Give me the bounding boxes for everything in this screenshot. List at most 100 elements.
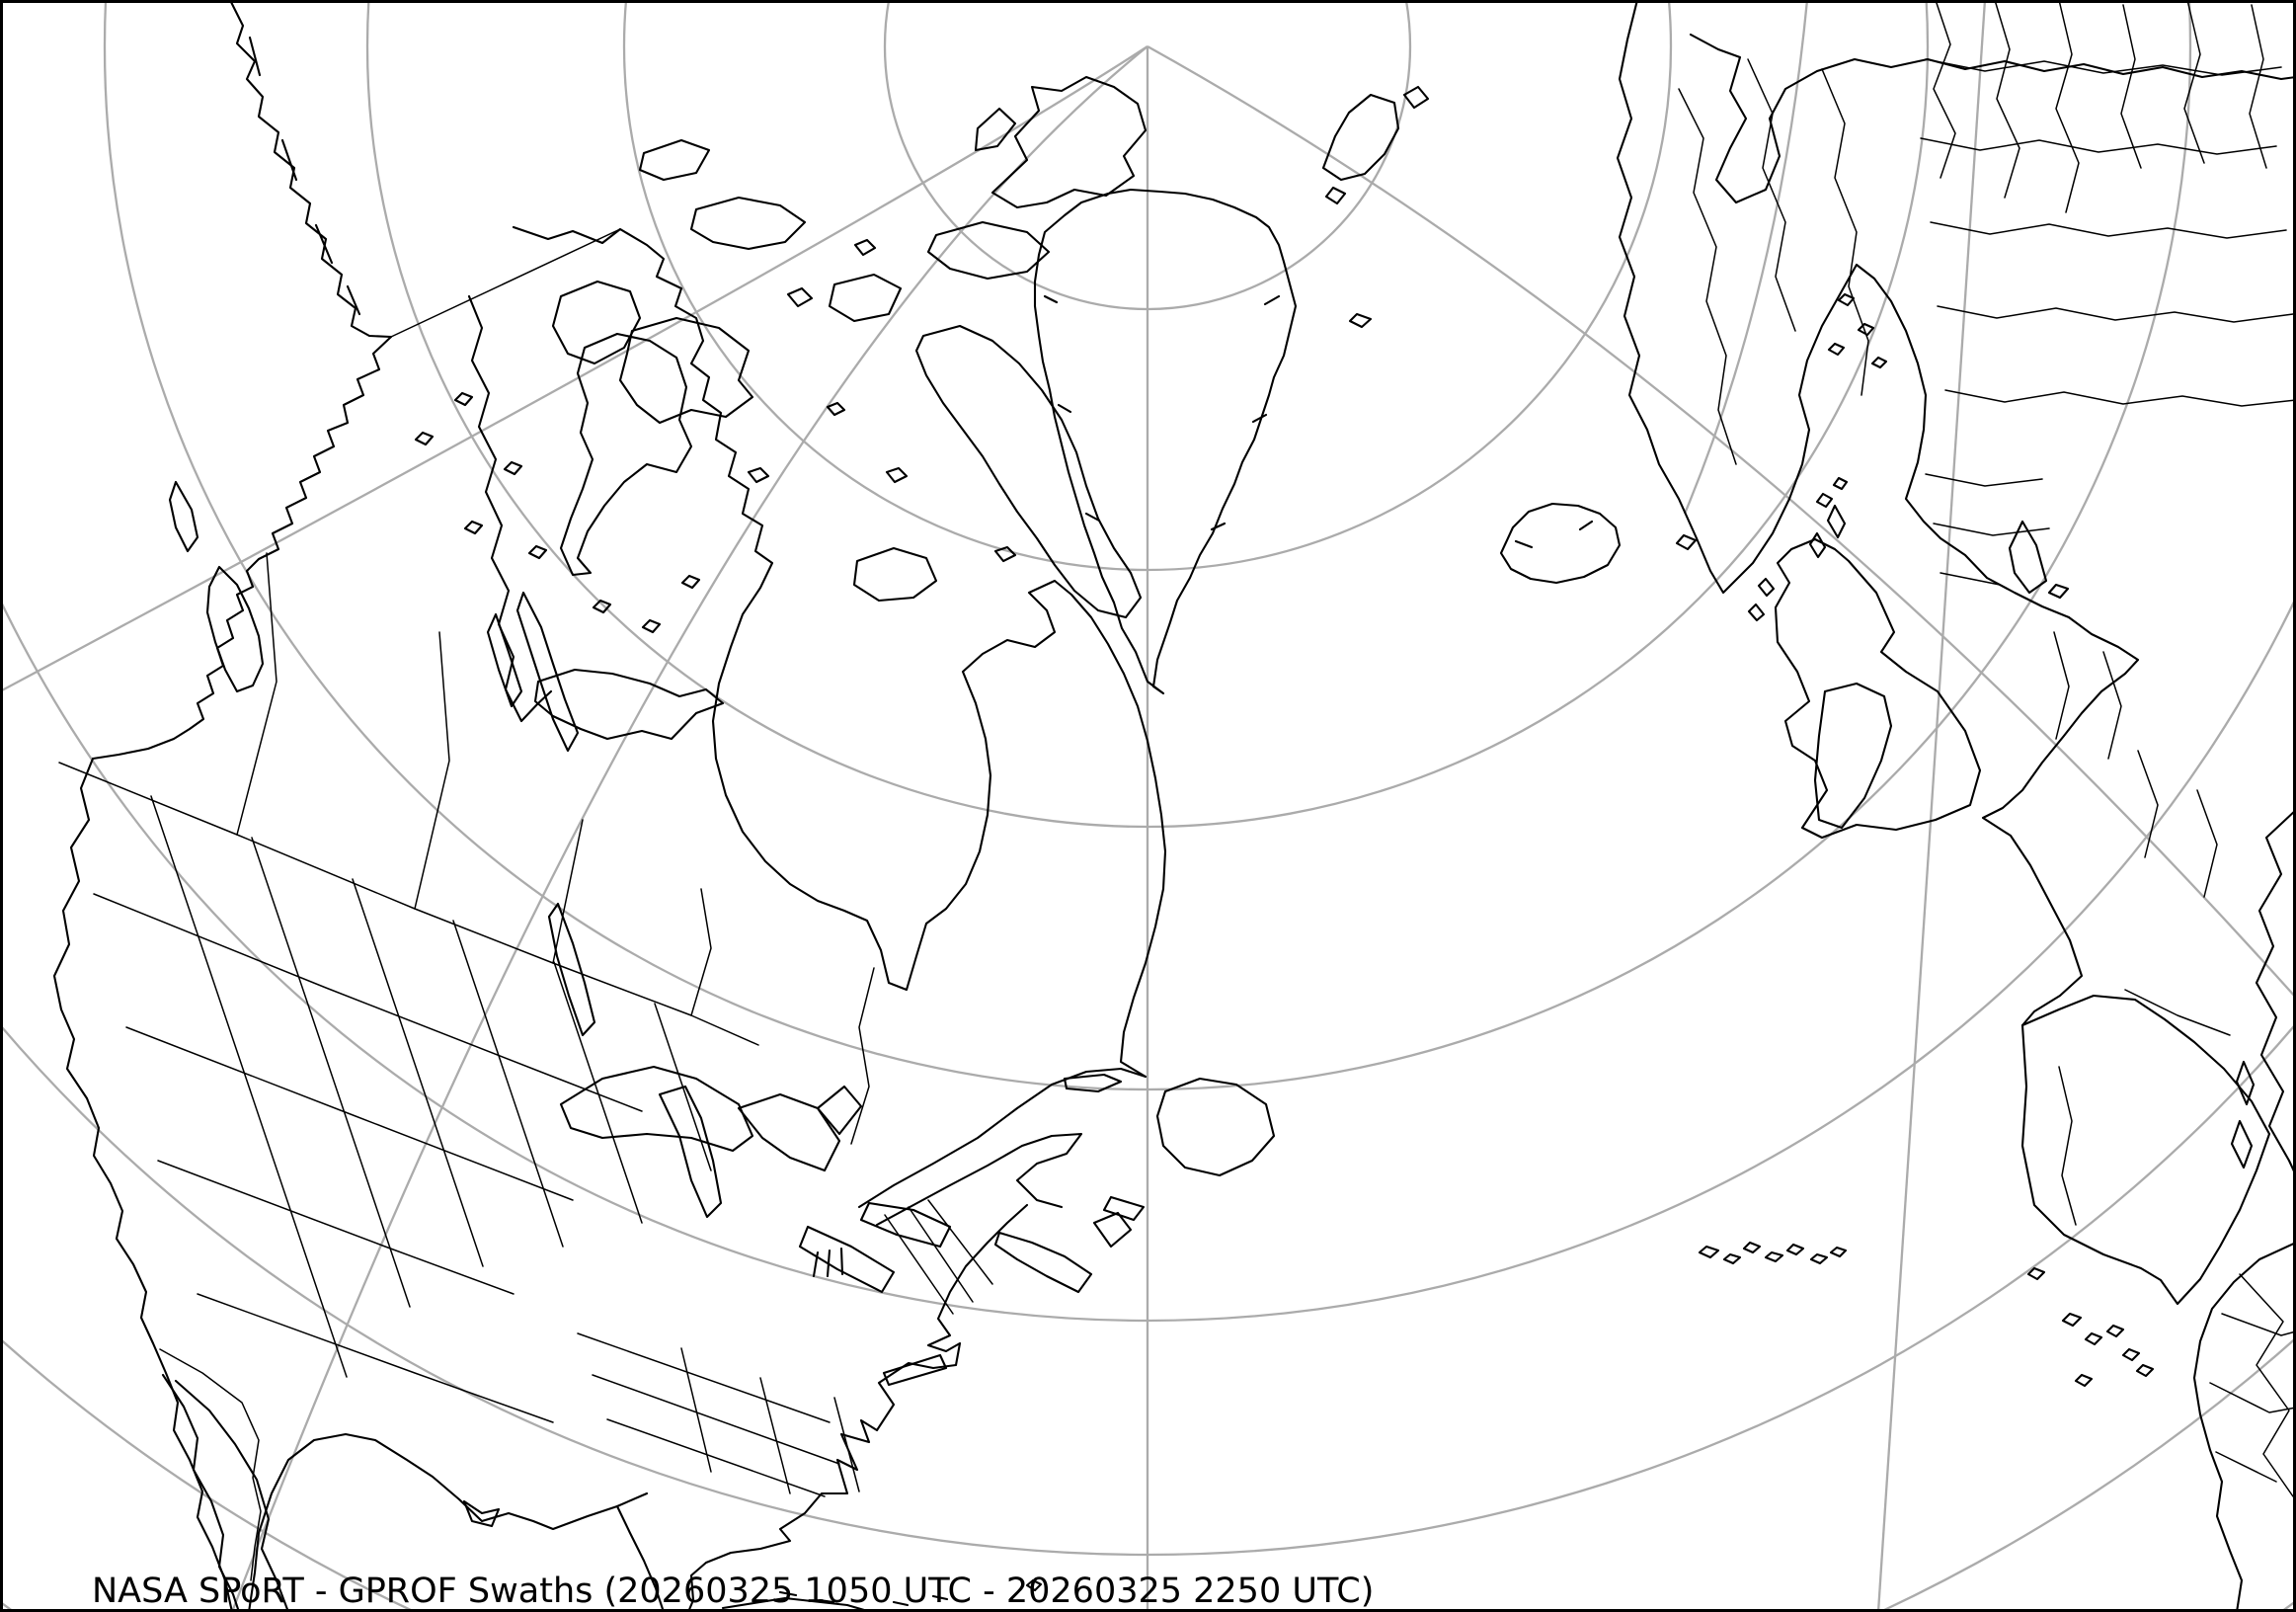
rio-grande-border xyxy=(159,1348,262,1581)
state-border-h1 xyxy=(93,893,643,1112)
us-east-coast xyxy=(686,1203,1029,1612)
southampton-island xyxy=(852,546,938,603)
faroe-islands xyxy=(1675,533,1698,551)
lake-ontario xyxy=(859,1201,952,1249)
state-border-newengland xyxy=(884,1199,993,1315)
banks-island xyxy=(551,280,642,365)
state-border-v4 xyxy=(452,920,564,1248)
white-sea-russia-north-coast xyxy=(1689,33,2296,204)
arctic-small-islands xyxy=(747,238,1017,563)
graticule-meridian-5 xyxy=(1683,0,1809,515)
state-border-h4 xyxy=(197,1293,554,1423)
finland-lakes xyxy=(1827,292,1888,369)
yukon-bc-border xyxy=(390,228,621,338)
finger-lakes xyxy=(812,1247,844,1278)
baltic-islands xyxy=(1808,504,1847,559)
europe-channel-france-coast xyxy=(1981,615,2140,1027)
state-border-v2 xyxy=(251,837,411,1308)
great-britain xyxy=(1774,537,1982,840)
canada-prairie-borders xyxy=(236,552,875,1145)
prince-patrick-island xyxy=(638,138,711,182)
st-lawrence-south-shore-gaspe xyxy=(875,1132,1083,1227)
state-border-h2 xyxy=(125,1026,574,1201)
russia-oblast-mesh-horizontal xyxy=(1920,58,2296,407)
georgian-bay xyxy=(816,1085,863,1136)
svalbard xyxy=(1321,85,1430,205)
lake-huron xyxy=(737,1092,841,1172)
florida-west-coast xyxy=(615,1504,666,1612)
madeira xyxy=(2026,1266,2046,1281)
nordic-borders xyxy=(1678,58,1869,465)
iberia xyxy=(2020,994,2271,1306)
canary-islands xyxy=(2061,1312,2155,1388)
jan-mayen xyxy=(1348,312,1373,329)
greenland-fjords xyxy=(1043,294,1281,531)
state-border-v5 xyxy=(553,961,643,1224)
russia-oblast-mesh-vertical xyxy=(1933,0,2267,213)
central-europe-borders xyxy=(2053,631,2231,1226)
great-slave-lake xyxy=(533,668,725,741)
bahamas-cuba-edge xyxy=(721,1590,949,1612)
mississippi-delta xyxy=(462,1499,501,1528)
lake-winnipeg xyxy=(515,591,580,753)
bc-coast xyxy=(91,335,393,761)
axel-heiberg-island xyxy=(974,107,1017,152)
anticosti-island xyxy=(1063,1073,1123,1093)
corsica-sardinia xyxy=(2230,1060,2256,1169)
africa-border-zigzag xyxy=(2209,1273,2296,1497)
gulf-coast xyxy=(247,1432,649,1612)
devon-island xyxy=(926,220,1051,281)
baltic-states-borders xyxy=(1925,473,2050,586)
bermuda xyxy=(1025,1578,1043,1592)
iceland xyxy=(1499,502,1622,585)
hebrides xyxy=(1747,577,1776,622)
vancouver-island xyxy=(205,565,265,693)
us-canada-border xyxy=(58,762,759,1046)
nova-scotia xyxy=(993,1231,1093,1294)
azores xyxy=(1698,1241,1848,1265)
lake-erie xyxy=(798,1225,896,1294)
mexico-mainland-coast xyxy=(174,1379,290,1612)
st-lawrence-north-shore xyxy=(857,1067,1148,1209)
africa-northwest-coast xyxy=(2192,1241,2296,1612)
ireland xyxy=(1813,682,1893,830)
lake-superior xyxy=(559,1065,754,1153)
great-bear-lake xyxy=(559,332,693,577)
denmark xyxy=(2008,520,2070,600)
mediterranean-right-edge-coast xyxy=(2255,808,2296,1177)
somerset-island xyxy=(828,273,903,323)
lake-winnipegosis xyxy=(486,612,523,708)
mainland-arctic-hudson-labrador-coast xyxy=(512,225,1167,1079)
baffin-island xyxy=(914,324,1143,619)
canada-small-lakes xyxy=(414,391,701,634)
melville-island xyxy=(689,196,807,251)
lake-michigan xyxy=(658,1085,723,1219)
newfoundland xyxy=(1155,1077,1276,1177)
coastline-layer xyxy=(52,0,2296,1612)
ellesmere-island xyxy=(990,75,1148,209)
shetland-islands xyxy=(1815,476,1849,509)
prince-edward-island xyxy=(1102,1195,1146,1222)
state-border-v1 xyxy=(150,795,348,1378)
graticule-meridian-3 xyxy=(1147,44,2296,999)
alaska-panhandle-coast xyxy=(228,0,393,339)
long-island xyxy=(882,1353,948,1387)
gulf-of-california-baja-east xyxy=(161,1373,241,1612)
cape-breton-island xyxy=(1092,1211,1133,1249)
state-border-h3 xyxy=(157,1160,515,1295)
alaska-offshore-islands xyxy=(248,36,361,316)
mackenzie-river xyxy=(467,294,553,723)
victoria-island xyxy=(618,316,754,425)
great-salt-lake xyxy=(547,902,596,1037)
greenland xyxy=(1033,188,1298,695)
map-caption: NASA SPoRT - GPROF Swaths (20260325 1050… xyxy=(92,1572,1374,1611)
scandinavia xyxy=(1616,0,2071,619)
state-border-v3 xyxy=(352,878,484,1267)
haida-gwaii xyxy=(168,480,199,553)
graticule-meridian-1 xyxy=(0,45,1148,693)
us-west-coast-baja xyxy=(52,757,234,1612)
state-border-east-strips xyxy=(577,1332,860,1497)
